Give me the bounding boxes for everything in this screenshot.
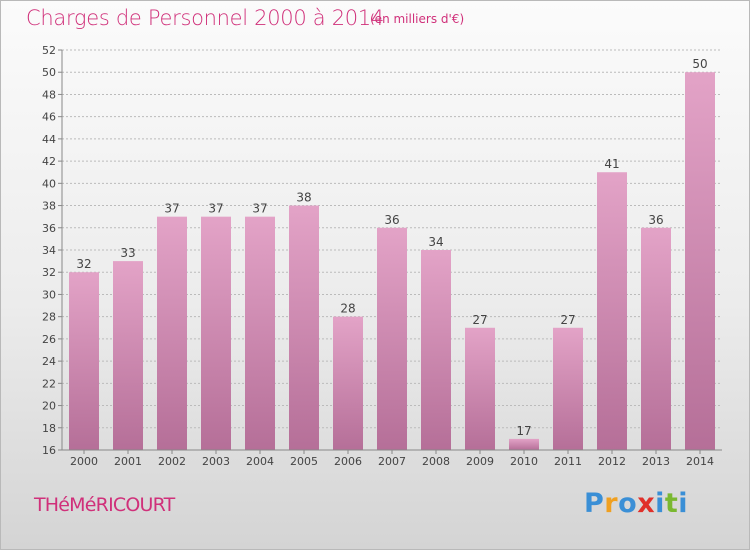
proxiti-logo[interactable]: Proxiti: [584, 488, 688, 519]
y-tick-label: 42: [42, 155, 56, 168]
y-tick-label: 32: [42, 266, 56, 279]
x-tick-label-2000: 2000: [70, 455, 98, 468]
bar-2003: [201, 216, 231, 450]
bar-2012: [597, 172, 627, 450]
y-tick-label: 22: [42, 377, 56, 390]
y-tick-label: 24: [42, 355, 56, 368]
y-tick-label: 20: [42, 400, 56, 413]
bars: [69, 72, 715, 450]
logo-letter: P: [584, 488, 605, 519]
chart-title: Charges de Personnel 2000 à 2014: [26, 6, 384, 30]
x-tick-label-2012: 2012: [598, 455, 626, 468]
town-name: THéMéRICOURT: [34, 494, 175, 516]
bar-2001: [113, 261, 143, 450]
x-tick-label-2009: 2009: [466, 455, 494, 468]
bar-2000: [69, 272, 99, 450]
y-tick-label: 44: [42, 133, 56, 146]
bar-2006: [333, 316, 363, 450]
y-tick-label: 46: [42, 111, 56, 124]
y-tick-label: 28: [42, 311, 56, 324]
bar-2008: [421, 250, 451, 450]
value-label-2012: 41: [604, 157, 619, 171]
value-label-2006: 28: [340, 302, 355, 316]
value-label-2000: 32: [76, 257, 91, 271]
y-tick-label: 36: [42, 222, 56, 235]
x-tick-label-2006: 2006: [334, 455, 362, 468]
y-tick-label: 52: [42, 44, 56, 57]
logo-letter: x: [637, 488, 656, 519]
y-tick-label: 34: [42, 244, 56, 257]
bar-2011: [553, 327, 583, 450]
x-tick-label-2010: 2010: [510, 455, 538, 468]
logo-letter: i: [678, 488, 689, 519]
value-label-2003: 37: [208, 202, 223, 216]
bar-2007: [377, 227, 407, 450]
value-label-2004: 37: [252, 202, 267, 216]
logo-letter: i: [655, 488, 665, 519]
x-tick-label-2002: 2002: [158, 455, 186, 468]
bar-2005: [289, 205, 319, 450]
x-tick-label-2003: 2003: [202, 455, 230, 468]
x-tick-label-2014: 2014: [686, 455, 714, 468]
y-tick-label: 18: [42, 422, 56, 435]
value-label-2009: 27: [472, 313, 487, 327]
x-tick-label-2005: 2005: [290, 455, 318, 468]
bar-2010: [509, 438, 539, 450]
chart-subtitle: (en milliers d'€): [370, 12, 465, 26]
bar-2009: [465, 327, 495, 450]
x-tick-label-2011: 2011: [554, 455, 582, 468]
y-tick-label: 30: [42, 288, 56, 301]
value-label-2010: 17: [516, 424, 531, 438]
x-tick-label-2004: 2004: [246, 455, 274, 468]
logo-letter: t: [664, 488, 679, 519]
bar-2004: [245, 216, 275, 450]
value-label-2007: 36: [384, 213, 399, 227]
y-tick-label: 50: [42, 66, 56, 79]
value-label-2002: 37: [164, 202, 179, 216]
value-label-2008: 34: [428, 235, 443, 249]
value-label-2013: 36: [648, 213, 663, 227]
labels: 16 18 20 22 24 26 28 30 32 34 36 38 40 42 44 46 48 50 52 32…: [42, 44, 714, 468]
x-tick-label-2013: 2013: [642, 455, 670, 468]
value-label-2005: 38: [296, 191, 311, 205]
x-tick-label-2007: 2007: [378, 455, 406, 468]
value-label-2001: 33: [120, 246, 135, 260]
y-tick-label: 48: [42, 88, 56, 101]
logo-letter: r: [604, 488, 619, 519]
logo-letter: o: [618, 488, 638, 519]
axes: [58, 49, 722, 454]
x-tick-label-2001: 2001: [114, 455, 142, 468]
value-label-2011: 27: [560, 313, 575, 327]
x-tick-label-2008: 2008: [422, 455, 450, 468]
y-tick-label: 16: [42, 444, 56, 457]
value-label-2014: 50: [692, 57, 707, 71]
bar-2014: [685, 72, 715, 450]
y-tick-label: 40: [42, 177, 56, 190]
bar-2002: [157, 216, 187, 450]
y-tick-label: 26: [42, 333, 56, 346]
bar-2013: [641, 227, 671, 450]
y-tick-label: 38: [42, 200, 56, 213]
